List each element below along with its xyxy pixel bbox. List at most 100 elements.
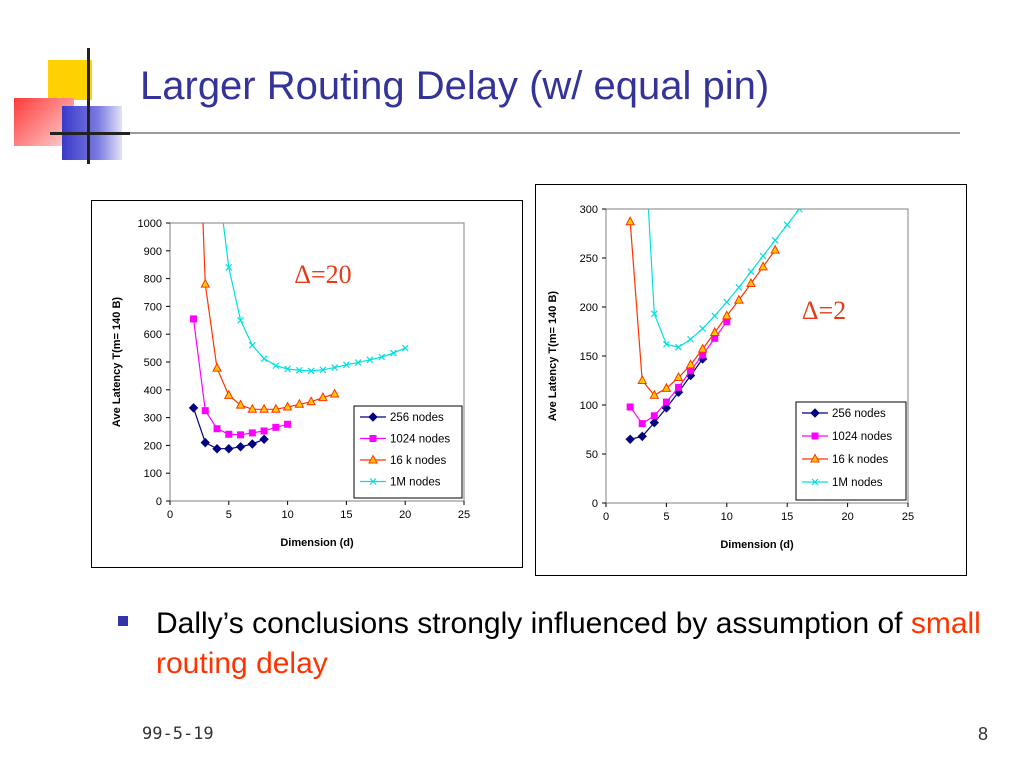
chart-right-data-point	[711, 312, 719, 320]
chart-left-data-point	[201, 407, 209, 415]
chart-left-y-tick-label: 900	[144, 246, 162, 258]
chart-left-legend-label: 1M nodes	[390, 477, 441, 489]
chart-delta-2: 0 5 10 15 20 25 0 50 100 150 200 250 300 Dimension (d…	[535, 184, 967, 576]
chart-left-data-point	[319, 366, 327, 374]
chart-left-y-tick-label: 400	[144, 385, 162, 397]
chart-left-y-tick-label: 300	[144, 413, 162, 425]
chart-right-data-point	[734, 294, 744, 304]
chart-left-data-point	[247, 439, 258, 449]
chart-right-data-point	[662, 340, 670, 348]
chart-right-x-axis-title: Dimension (d)	[720, 539, 794, 551]
chart-right-data-point	[637, 431, 647, 442]
chart-right-y-tick-label: 50	[586, 449, 598, 461]
bullet-text-highlight: small routing delay	[156, 607, 981, 680]
chart-right-legend-marker	[810, 453, 820, 463]
chart-right-data-point	[699, 351, 707, 359]
chart-right-data-point	[709, 326, 720, 336]
chart-left-data-point	[284, 365, 292, 373]
chart-left-x-tick-label: 5	[226, 509, 232, 521]
chart-right-data-point	[675, 343, 682, 351]
chart-left-legend-marker	[368, 454, 378, 464]
chart-right-legend-label: 256 nodes	[832, 408, 886, 420]
chart-left-y-tick-label: 700	[144, 301, 162, 313]
chart-left-data-point	[272, 362, 280, 370]
chart-right-legend-box	[795, 401, 907, 501]
chart-left-y-tick-label: 1000	[138, 218, 162, 230]
chart-left-data-point	[294, 398, 305, 408]
chart-left-data-point	[259, 403, 269, 413]
chart-right-data-point	[735, 283, 743, 291]
chart-left-x-tick-label: 15	[340, 509, 352, 521]
chart-left-data-point	[188, 403, 199, 413]
chart-right-data-point	[783, 221, 791, 229]
chart-left-y-tick-label: 800	[144, 274, 162, 286]
bullet-square-icon	[118, 616, 128, 626]
chart-left-data-point	[200, 278, 211, 288]
chart-right-data-point	[625, 434, 635, 445]
chart-right-data-point	[687, 367, 695, 375]
chart-right-data-point	[759, 252, 767, 260]
chart-left-data-point	[366, 356, 374, 364]
chart-right-x-tick-label: 20	[841, 511, 853, 523]
chart-right-legend: 256 nodes 1024 nodes 16 k nodes 1M nodes	[795, 401, 907, 501]
chart-left-data-point	[213, 425, 221, 433]
chart-left-x-tick-label: 10	[281, 509, 293, 521]
chart-left-data-point	[318, 392, 328, 402]
chart-left-data-point	[342, 361, 350, 369]
chart-right-x-tick-label: 25	[902, 511, 914, 523]
chart-right-data-point	[661, 382, 672, 392]
chart-right-data-point	[795, 209, 803, 213]
decor-yellow-square	[48, 60, 92, 100]
chart-right-y-tick-label: 150	[580, 351, 598, 363]
chart-right-data-point	[674, 383, 682, 391]
chart-right-y-tick-label: 100	[580, 400, 598, 412]
chart-right-legend-marker	[811, 478, 819, 486]
chart-left-y-tick-label: 100	[144, 468, 162, 480]
chart-left-data-point	[190, 315, 198, 323]
chart-left-data-point	[237, 431, 245, 439]
chart-left-data-point	[235, 399, 246, 409]
chart-left-delta-annotation: Δ=20	[294, 260, 351, 289]
chart-left-data-point	[260, 427, 268, 435]
chart-right-x-tick-label: 15	[781, 511, 793, 523]
chart-left-data-point	[282, 401, 293, 411]
chart-right-data-point	[662, 398, 670, 406]
chart-left-data-group	[188, 223, 409, 454]
chart-right-y-tick-label: 200	[580, 302, 598, 314]
footer-date: 99-5-19	[142, 724, 214, 744]
chart-left-data-point	[212, 444, 222, 454]
decor-horizontal-line	[50, 132, 130, 135]
chart-left-data-point	[260, 355, 268, 363]
chart-right-data-point	[649, 389, 660, 399]
chart-right-delta-annotation: Δ=2	[802, 296, 846, 325]
chart-left-legend-marker	[369, 478, 377, 485]
chart-right-data-point	[746, 277, 756, 287]
chart-right-legend-label: 1M nodes	[832, 477, 883, 489]
chart-right-legend-label: 16 k nodes	[832, 454, 889, 466]
chart-right-y-tick-label: 300	[580, 204, 598, 216]
chart-left-legend-marker	[369, 435, 377, 442]
chart-left-data-point	[306, 396, 316, 406]
chart-right-x-tick-label: 10	[721, 511, 733, 523]
chart-right-data-point	[625, 216, 635, 226]
chart-right-legend-marker	[811, 432, 819, 440]
chart-left-data-point	[212, 362, 222, 372]
chart-right-data-group	[625, 209, 803, 445]
chart-right-data-point	[649, 417, 660, 428]
chart-right-data-point	[626, 403, 634, 411]
chart-left-legend-label: 1024 nodes	[390, 434, 450, 446]
chart-left-data-point	[248, 429, 256, 437]
chart-left-data-point	[225, 264, 233, 271]
decor-vertical-line	[87, 48, 90, 164]
chart-left-y-tick-label: 600	[144, 329, 162, 341]
chart-left-x-tick-label: 20	[399, 509, 411, 521]
chart-left-legend-marker	[368, 412, 378, 422]
chart-right-data-point	[637, 374, 648, 384]
chart-left-data-point	[247, 403, 258, 413]
chart-left-data-point	[295, 366, 303, 374]
chart-right-y-axis-title: Ave Latency T(m= 140 B)	[547, 291, 559, 421]
chart-left-data-point	[401, 344, 409, 352]
chart-left-data-point	[272, 423, 280, 431]
chart-right-data-point	[758, 261, 768, 271]
chart-left-y-axis-title: Ave Latency T(m= 140 B)	[111, 297, 123, 427]
